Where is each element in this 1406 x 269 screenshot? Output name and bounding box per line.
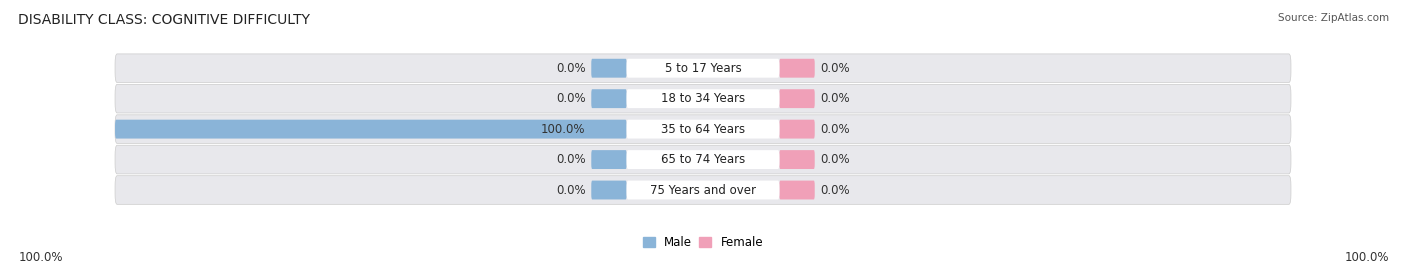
FancyBboxPatch shape xyxy=(115,120,627,139)
FancyBboxPatch shape xyxy=(115,54,1291,83)
Text: Source: ZipAtlas.com: Source: ZipAtlas.com xyxy=(1278,13,1389,23)
Text: 5 to 17 Years: 5 to 17 Years xyxy=(665,62,741,75)
FancyBboxPatch shape xyxy=(592,180,627,200)
Text: 0.0%: 0.0% xyxy=(821,62,851,75)
FancyBboxPatch shape xyxy=(115,115,1291,143)
Text: 0.0%: 0.0% xyxy=(555,183,585,197)
FancyBboxPatch shape xyxy=(592,89,627,108)
Text: 35 to 64 Years: 35 to 64 Years xyxy=(661,123,745,136)
FancyBboxPatch shape xyxy=(779,180,814,200)
FancyBboxPatch shape xyxy=(779,150,814,169)
Text: 0.0%: 0.0% xyxy=(821,92,851,105)
FancyBboxPatch shape xyxy=(627,180,779,200)
FancyBboxPatch shape xyxy=(592,150,627,169)
Text: 0.0%: 0.0% xyxy=(821,153,851,166)
FancyBboxPatch shape xyxy=(627,89,779,108)
Text: 0.0%: 0.0% xyxy=(555,153,585,166)
Text: 0.0%: 0.0% xyxy=(821,183,851,197)
Text: 100.0%: 100.0% xyxy=(18,251,63,264)
FancyBboxPatch shape xyxy=(592,59,627,78)
Text: 65 to 74 Years: 65 to 74 Years xyxy=(661,153,745,166)
Text: 0.0%: 0.0% xyxy=(821,123,851,136)
FancyBboxPatch shape xyxy=(779,89,814,108)
Text: 75 Years and over: 75 Years and over xyxy=(650,183,756,197)
FancyBboxPatch shape xyxy=(115,84,1291,113)
Text: 18 to 34 Years: 18 to 34 Years xyxy=(661,92,745,105)
Text: 0.0%: 0.0% xyxy=(555,92,585,105)
FancyBboxPatch shape xyxy=(627,59,779,78)
Text: 0.0%: 0.0% xyxy=(555,62,585,75)
Text: 100.0%: 100.0% xyxy=(541,123,585,136)
FancyBboxPatch shape xyxy=(627,120,779,139)
FancyBboxPatch shape xyxy=(115,176,1291,204)
Text: DISABILITY CLASS: COGNITIVE DIFFICULTY: DISABILITY CLASS: COGNITIVE DIFFICULTY xyxy=(18,13,311,27)
FancyBboxPatch shape xyxy=(779,59,814,78)
Legend: Male, Female: Male, Female xyxy=(643,236,763,249)
FancyBboxPatch shape xyxy=(115,145,1291,174)
FancyBboxPatch shape xyxy=(779,120,814,139)
FancyBboxPatch shape xyxy=(627,150,779,169)
Text: 100.0%: 100.0% xyxy=(1344,251,1389,264)
